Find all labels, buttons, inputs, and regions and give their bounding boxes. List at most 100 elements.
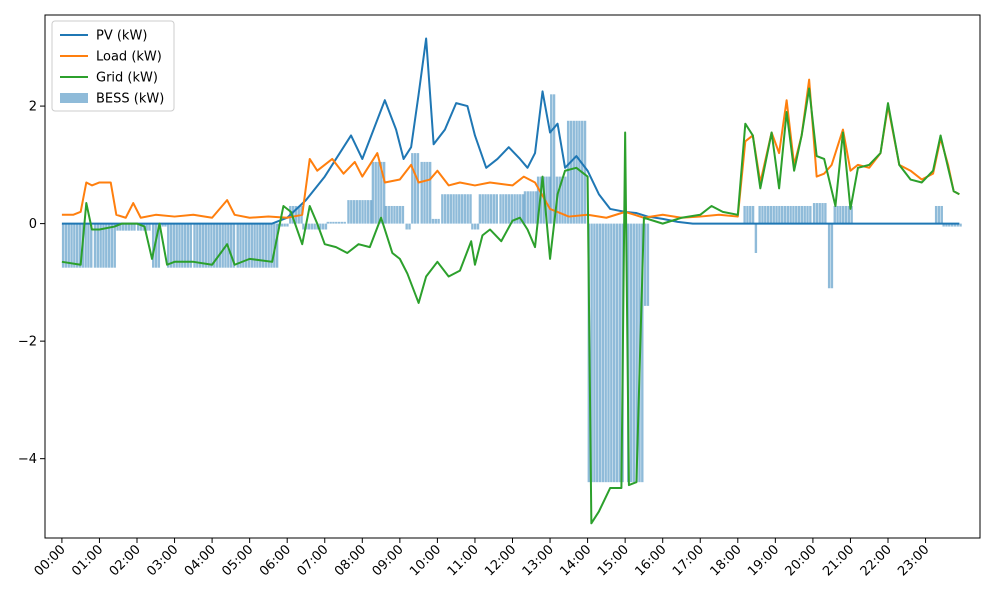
bess-bar	[612, 223, 616, 483]
bess-bar	[463, 194, 467, 224]
bess-bar	[280, 223, 284, 227]
legend-label: Load (kW)	[96, 50, 162, 65]
axes-frame	[44, 14, 981, 539]
bess-bar	[232, 223, 236, 268]
x-tick-label: 04:00	[182, 542, 219, 579]
bess-bar	[519, 194, 522, 224]
grid-line	[61, 87, 960, 525]
x-tick-label: 20:00	[783, 542, 820, 579]
x-tick-label: 11:00	[445, 542, 482, 579]
bess-bar	[510, 194, 514, 224]
bess-bar	[504, 194, 508, 224]
x-tick-label: 07:00	[294, 542, 331, 579]
x-tick-label: 17:00	[670, 542, 707, 579]
bess-bar	[545, 176, 548, 224]
bess-bar	[408, 223, 411, 230]
bess-bar	[87, 223, 90, 268]
bess-bar	[489, 194, 493, 224]
bess-bar	[564, 176, 567, 224]
bess-bar	[352, 200, 356, 224]
bess-bar	[766, 205, 770, 224]
bess-bar	[836, 205, 839, 224]
bess-bar	[940, 205, 943, 224]
bess-bar	[569, 120, 573, 224]
bess-bar	[121, 223, 125, 231]
bess-bar	[193, 223, 196, 268]
bess-bar	[256, 223, 259, 268]
bess-bar	[398, 205, 402, 224]
bess-bar	[302, 223, 305, 230]
bess-bar	[355, 200, 359, 224]
bess-bar	[204, 223, 207, 268]
bess-bar	[426, 161, 429, 224]
bess-bar	[164, 223, 167, 227]
bess-bar	[780, 205, 784, 224]
bess-bar	[604, 223, 607, 483]
bess-bar	[786, 205, 790, 224]
bess-bar	[578, 120, 581, 224]
bess-bar	[107, 223, 111, 268]
bess-bar	[446, 194, 450, 224]
bess-bar	[850, 205, 853, 224]
bess-bar	[945, 223, 948, 227]
bess-bar	[390, 205, 393, 224]
bess-bar	[105, 223, 108, 268]
bess-bar	[270, 223, 273, 268]
bess-bar	[797, 205, 801, 224]
x-tick-label: 15:00	[595, 542, 632, 579]
bess-bar	[405, 223, 408, 230]
bess-bar	[183, 223, 187, 268]
bess-bar	[313, 223, 316, 230]
bess-bar	[601, 223, 605, 483]
bess-bar	[937, 205, 941, 224]
bess-bar	[181, 223, 184, 268]
load-line	[61, 78, 960, 219]
y-tick-label: −2	[18, 335, 37, 350]
series-lines	[61, 37, 960, 525]
bess-bar	[751, 205, 755, 224]
bess-bar	[610, 223, 613, 483]
bess-bar	[460, 194, 464, 224]
bess-bar	[749, 205, 752, 224]
bess-bar	[196, 223, 199, 268]
bess-bar	[778, 205, 781, 224]
bess-bar	[198, 223, 202, 268]
bess-bar	[244, 223, 248, 268]
bess-bar	[761, 205, 764, 224]
bess-bar	[242, 223, 245, 268]
bess-bar	[529, 191, 532, 224]
bess-bar	[934, 205, 938, 224]
bess-bar	[558, 176, 561, 224]
bess-bar	[583, 120, 587, 224]
bess-bar	[434, 218, 437, 224]
bess-bar	[635, 223, 638, 483]
bess-bar	[474, 223, 477, 230]
bess-bar	[374, 161, 377, 224]
bess-bar	[423, 161, 426, 224]
bess-bar	[572, 120, 575, 224]
bess-bar	[340, 221, 344, 224]
legend-label: PV (kW)	[96, 29, 147, 44]
bess-bar	[413, 153, 417, 224]
bess-bar	[393, 205, 396, 224]
x-tick-label: 13:00	[520, 542, 557, 579]
bess-bar	[481, 194, 484, 224]
x-tick-label: 06:00	[257, 542, 294, 579]
y-tick-label: 2	[29, 100, 37, 115]
bess-bar	[449, 194, 452, 224]
bess-bar	[382, 161, 386, 224]
x-tick-label: 19:00	[745, 542, 782, 579]
bess-bar	[521, 194, 525, 224]
bess-bar	[172, 223, 176, 268]
bess-bar	[502, 194, 505, 224]
bess-bar	[137, 223, 140, 231]
x-tick-label: 05:00	[219, 542, 256, 579]
bess-bar	[369, 200, 373, 224]
bess-bar	[347, 200, 350, 224]
bess-bar	[758, 205, 761, 224]
bess-bar	[536, 176, 540, 224]
bess-bar	[437, 218, 440, 224]
x-tick-label: 10:00	[407, 542, 444, 579]
bess-bar	[90, 223, 93, 268]
bess-bar	[746, 205, 749, 224]
